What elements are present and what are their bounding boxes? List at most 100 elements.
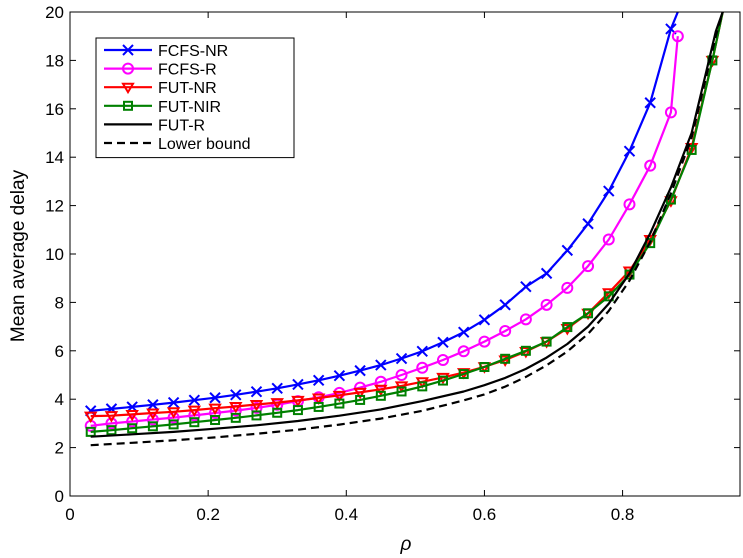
data-point-fcfs-r xyxy=(582,260,595,273)
data-point-fut-nr xyxy=(270,398,284,410)
legend-label: FCFS-NR xyxy=(158,43,228,60)
series-line-fut-r xyxy=(90,12,724,438)
data-point-fut-nir xyxy=(313,401,324,412)
series-fut-r xyxy=(90,12,724,438)
legend-entry-fut-nr: FUT-NR xyxy=(104,80,217,97)
data-point-fcfs-r xyxy=(126,415,139,428)
data-point-fcfs-nr xyxy=(395,352,408,365)
legend-entry-lower-bound: Lower bound xyxy=(104,136,251,153)
legend-label: FUT-NR xyxy=(158,80,217,97)
data-point-fcfs-nr xyxy=(540,267,553,280)
data-point-fcfs-nr xyxy=(209,392,221,404)
data-point-fcfs-r xyxy=(436,353,449,366)
y-tick-label: 12 xyxy=(45,197,64,216)
legend-label: FCFS-R xyxy=(158,62,217,79)
data-point-fcfs-nr xyxy=(458,326,470,338)
data-point-fut-nr xyxy=(684,143,699,155)
data-point-fcfs-r xyxy=(478,335,491,348)
legend-entry-fcfs-nr: FCFS-NR xyxy=(104,43,228,60)
data-point-fcfs-nr xyxy=(333,370,346,382)
y-tick-label: 10 xyxy=(45,245,64,264)
data-point-fut-nir xyxy=(334,398,345,409)
data-point-fut-nr xyxy=(125,409,139,422)
data-point-fcfs-nr xyxy=(354,364,366,377)
data-point-fcfs-nr xyxy=(375,359,387,371)
data-point-fut-nir xyxy=(583,308,594,319)
data-point-fut-nir xyxy=(147,421,158,432)
data-point-fcfs-r xyxy=(664,106,677,119)
y-tick-label: 2 xyxy=(55,439,64,458)
x-tick-label: 0.6 xyxy=(473,505,497,524)
data-point-fut-nr xyxy=(229,401,243,414)
data-point-fut-nir xyxy=(375,390,386,401)
y-tick-label: 0 xyxy=(55,487,64,506)
data-point-fcfs-r xyxy=(519,313,532,326)
data-point-fcfs-r xyxy=(671,30,684,43)
data-point-fut-nr xyxy=(291,395,305,408)
data-point-fut-nir xyxy=(272,407,283,418)
data-point-fut-nir xyxy=(210,415,221,426)
x-tick-label: 0.2 xyxy=(196,505,220,524)
data-point-fcfs-r xyxy=(540,298,553,311)
data-point-fcfs-nr xyxy=(271,382,283,395)
x-tick-label: 0.8 xyxy=(611,505,635,524)
legend-box xyxy=(95,37,295,159)
legend-entry-fcfs-r: FCFS-R xyxy=(104,62,217,79)
legend-entry-fut-r: FUT-R xyxy=(104,117,205,134)
data-point-fut-nir xyxy=(500,353,511,364)
y-tick-label: 20 xyxy=(45,3,64,22)
data-point-fcfs-nr xyxy=(623,145,636,157)
data-point-fut-nr xyxy=(249,400,264,412)
data-point-fut-nir xyxy=(168,419,179,430)
data-point-fcfs-nr xyxy=(250,385,263,398)
data-point-fut-nr xyxy=(104,411,119,423)
data-point-fut-nir xyxy=(189,417,200,428)
x-tick-label: 0 xyxy=(65,505,74,524)
data-point-fcfs-nr xyxy=(312,374,325,387)
data-point-fcfs-r xyxy=(395,369,408,381)
legend-marker xyxy=(122,44,134,56)
y-tick-label: 4 xyxy=(55,390,64,409)
data-point-fcfs-nr xyxy=(188,394,201,406)
x-axis-label: ρ xyxy=(400,534,412,555)
y-tick-label: 16 xyxy=(45,100,64,119)
series-line-lower-bound xyxy=(90,12,724,447)
y-tick-label: 18 xyxy=(45,51,64,70)
data-point-fut-nir xyxy=(292,405,303,416)
data-point-fut-nr xyxy=(332,390,347,403)
y-tick-label: 8 xyxy=(55,293,64,312)
data-point-fcfs-r xyxy=(457,345,470,358)
data-point-fut-nr xyxy=(83,411,98,424)
data-point-fcfs-nr xyxy=(520,280,532,293)
data-point-fcfs-r xyxy=(561,281,574,294)
data-point-fut-nir xyxy=(251,410,262,421)
data-point-fcfs-nr xyxy=(147,399,159,411)
data-point-fut-nr xyxy=(353,387,367,400)
data-point-fut-nir xyxy=(230,412,241,423)
data-point-fcfs-nr xyxy=(167,396,180,409)
data-point-fcfs-nr xyxy=(416,345,428,357)
data-point-fut-nr xyxy=(436,372,450,385)
data-point-fut-nir xyxy=(127,423,138,434)
legend-marker xyxy=(122,62,134,75)
data-point-fcfs-nr xyxy=(582,218,594,230)
legend-label: FUT-R xyxy=(158,117,205,134)
data-point-fut-nr xyxy=(311,393,326,405)
data-point-fcfs-nr xyxy=(603,185,615,197)
data-point-fcfs-r xyxy=(623,198,636,211)
data-point-fut-nir xyxy=(562,322,573,333)
data-point-fcfs-nr xyxy=(561,244,574,257)
plot-data-layer xyxy=(83,12,724,447)
data-point-fut-nir xyxy=(355,394,366,405)
data-point-fcfs-r xyxy=(416,361,429,374)
data-point-fut-nir xyxy=(106,425,117,436)
series-line-fcfs-nr xyxy=(90,12,679,412)
data-point-fcfs-r xyxy=(644,159,657,172)
legend-label: FUT-NIR xyxy=(158,99,221,116)
data-point-fcfs-r xyxy=(250,401,263,414)
data-point-fut-nir xyxy=(458,369,469,380)
data-point-fcfs-nr xyxy=(478,314,491,326)
data-point-fut-nr xyxy=(208,403,222,416)
data-point-fcfs-nr xyxy=(292,378,304,391)
